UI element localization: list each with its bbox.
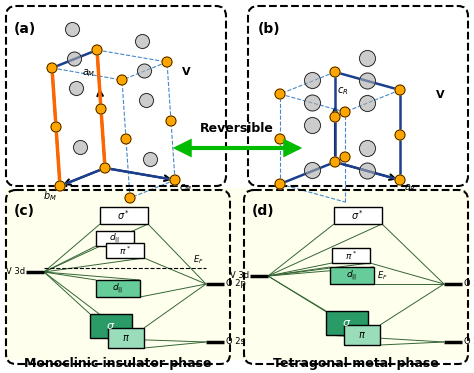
Text: (d): (d) [252,204,274,218]
Circle shape [96,104,106,114]
Text: $\pi^*$: $\pi^*$ [119,244,131,257]
Text: $c_M$: $c_M$ [179,182,192,194]
Circle shape [67,52,82,66]
Text: $\pi$: $\pi$ [122,333,130,343]
Circle shape [359,141,375,157]
Text: O 2p: O 2p [226,279,246,288]
Circle shape [73,141,88,154]
Circle shape [330,67,340,77]
Text: Tetragonal metal phase: Tetragonal metal phase [273,357,439,370]
Circle shape [395,130,405,140]
Circle shape [359,73,375,89]
Bar [96,280,140,297]
Circle shape [70,81,83,95]
Text: V: V [182,67,191,77]
Text: $d_{||}$: $d_{||}$ [346,269,357,283]
Circle shape [304,95,320,111]
Circle shape [166,116,176,126]
FancyArrowPatch shape [177,142,298,154]
Bar [344,325,380,345]
Text: $a_M$: $a_M$ [82,68,95,79]
Circle shape [359,163,375,179]
Circle shape [304,117,320,134]
Circle shape [136,34,149,48]
Text: (b): (b) [258,22,281,36]
Circle shape [125,193,135,203]
Circle shape [117,75,127,85]
Circle shape [275,89,285,99]
Circle shape [395,85,405,95]
Bar [4,188,470,360]
Text: $d_{||}$: $d_{||}$ [109,232,120,245]
Text: $b_M$: $b_M$ [43,189,57,203]
Text: V: V [436,90,444,100]
Text: $\pi^*$: $\pi^*$ [345,249,357,262]
Bar [330,267,374,284]
Circle shape [139,94,154,107]
Circle shape [275,134,285,144]
Circle shape [121,134,131,144]
Text: (a): (a) [14,22,36,36]
Circle shape [330,112,340,122]
Text: $E_F$: $E_F$ [377,269,388,282]
Circle shape [304,72,320,88]
Circle shape [395,175,405,185]
Circle shape [340,152,350,162]
Text: Monoclinic insulator phase: Monoclinic insulator phase [24,357,212,370]
Text: $\pi$: $\pi$ [358,330,366,340]
Bar [334,207,382,224]
Circle shape [359,95,375,112]
Circle shape [359,50,375,66]
Bar [106,243,144,258]
Circle shape [100,163,110,173]
Circle shape [340,107,350,117]
Text: O 2s: O 2s [226,338,245,347]
Circle shape [65,22,80,37]
Circle shape [144,153,157,166]
Text: $c_R$: $c_R$ [337,86,348,97]
Text: V 3d: V 3d [6,267,25,276]
Circle shape [51,122,61,132]
Circle shape [137,64,152,78]
Bar [100,207,148,224]
Text: O 2s: O 2s [464,338,474,347]
Circle shape [330,157,340,167]
Circle shape [275,179,285,189]
Circle shape [47,63,57,73]
Circle shape [170,175,180,185]
Circle shape [55,181,65,191]
Text: Reversible: Reversible [200,122,274,135]
Bar [96,231,134,246]
Circle shape [304,163,320,179]
Text: $\sigma^*$: $\sigma^*$ [351,209,365,222]
Text: $E_F$: $E_F$ [193,254,204,266]
Circle shape [162,57,172,67]
Bar [90,314,132,338]
Text: $a_R$: $a_R$ [404,182,416,194]
Text: V 3d: V 3d [230,272,249,280]
Text: $\sigma^*$: $\sigma^*$ [118,209,130,222]
Bar [332,248,370,263]
Text: O 2p: O 2p [464,279,474,288]
Text: $\sigma$: $\sigma$ [106,321,116,331]
Text: (c): (c) [14,204,35,218]
Text: $\sigma$: $\sigma$ [342,318,352,328]
Bar [108,328,144,348]
Bar [326,311,368,335]
Text: $d_{||}$: $d_{||}$ [112,282,124,295]
Circle shape [92,45,102,55]
